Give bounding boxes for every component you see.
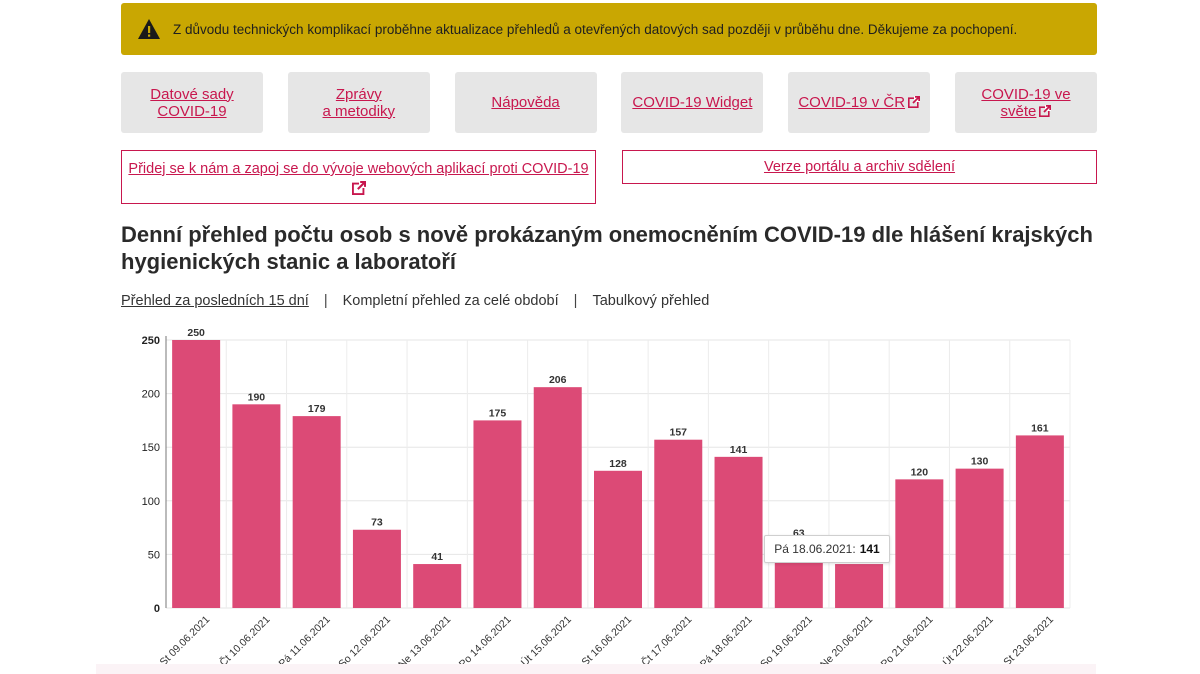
view-last-15-days[interactable]: Přehled za posledních 15 dní [121, 293, 309, 309]
bar [955, 468, 1004, 608]
y-tick-label: 150 [142, 442, 160, 454]
x-tick-label: So 12.06.2021 [336, 614, 393, 671]
bar [895, 479, 944, 608]
bar [835, 564, 884, 608]
x-tick-label: Ne 20.06.2021 [818, 614, 875, 671]
bar-value-label: 175 [489, 407, 507, 419]
y-tick-label: 200 [142, 389, 160, 401]
nav-covid-world-label-1: COVID-19 ve [981, 85, 1071, 103]
separator: | [573, 293, 578, 309]
chart-tooltip: Pá 18.06.2021: 141 [764, 535, 890, 563]
bar [352, 529, 401, 608]
x-tick-label: Út 15.06.2021 [518, 613, 574, 669]
bar-value-label: 120 [911, 466, 929, 478]
chart-bottom-band [96, 664, 1096, 674]
join-us-link[interactable]: Přidej se k nám a zapoj se do vývoje web… [121, 150, 596, 204]
page-title: Denní přehled počtu osob s nově prokázan… [121, 222, 1093, 274]
bar [473, 420, 522, 608]
nav-reports-label-2: a metodiky [322, 102, 396, 120]
x-tick-label: Po 14.06.2021 [457, 614, 514, 671]
bar [594, 470, 642, 608]
bar-value-label: 161 [1031, 422, 1049, 434]
bar-value-label: 141 [730, 444, 748, 456]
nav-covid-world[interactable]: COVID-19 ve světe [954, 72, 1097, 133]
main-nav: Datové sady COVID-19 Zprávy a metodiky Náp… [121, 72, 1097, 133]
bar-value-label: 206 [549, 374, 567, 386]
bar-value-label: 128 [609, 458, 627, 470]
tooltip-value: 141 [859, 542, 880, 556]
alert-banner: Z důvodu technických komplikací proběhne… [121, 3, 1097, 55]
bar [654, 439, 703, 608]
x-tick-label: St 16.06.2021 [579, 614, 634, 669]
warning-icon [138, 19, 160, 39]
bar [172, 340, 221, 608]
x-tick-label: Čt 10.06.2021 [217, 613, 273, 669]
external-link-icon [908, 96, 921, 108]
nav-reports-label-1: Zprávy [335, 85, 382, 103]
x-tick-label: St 09.06.2021 [158, 614, 213, 669]
archive-label: Verze portálu a archiv sdělení [763, 159, 956, 175]
external-link-icon [1039, 104, 1052, 117]
view-switcher: Přehled za posledních 15 dní | Kompletní… [121, 291, 709, 311]
view-full-period[interactable]: Kompletní přehled za celé období [342, 293, 559, 309]
x-tick-label: Út 22.06.2021 [940, 613, 996, 669]
x-tick-label: Po 21.06.2021 [879, 614, 936, 671]
bar-chart-svg: 0 50 100 150 200 250 250 St 09.06.2021 190 Čt 10.… [142, 327, 1071, 671]
bar-value-label: 63 [793, 527, 805, 539]
bar [292, 416, 341, 608]
bar [413, 564, 462, 608]
x-tick-label: Pá 11.06.2021 [277, 614, 333, 670]
separator: | [323, 293, 328, 309]
nav-datasets-label-2: COVID-19 [157, 102, 227, 120]
external-link-icon [351, 181, 366, 195]
nav-reports[interactable]: Zprávy a metodiky [287, 72, 430, 133]
bar-value-label: 190 [248, 391, 266, 403]
y-tick-label: 100 [142, 496, 160, 508]
nav-widget-label: COVID-19 Widget [632, 94, 753, 111]
nav-covid-world-label-2: světe [1000, 102, 1037, 120]
x-tick-label: Ne 13.06.2021 [396, 614, 453, 671]
bar [714, 456, 763, 608]
bar [232, 404, 281, 608]
nav-datasets-label-1: Datové sady [150, 85, 234, 103]
nav-widget[interactable]: COVID-19 Widget [621, 72, 764, 133]
bar-value-label: 130 [971, 456, 989, 468]
x-tick-label: St 23.06.2021 [1001, 614, 1056, 669]
join-us-label: Přidej se k nám a zapoj se do vývoje web… [128, 161, 589, 177]
bar-value-label: 250 [187, 327, 205, 339]
nav-help[interactable]: Nápověda [454, 72, 597, 133]
bar [533, 387, 582, 608]
y-tick-label: 50 [148, 549, 160, 561]
nav-covid-cr-label: COVID-19 v ČR [798, 94, 906, 111]
alert-text: Z důvodu technických komplikací proběhne… [173, 21, 1018, 37]
x-tick-label: Pá 18.06.2021 [698, 614, 755, 671]
x-tick-label: So 19.06.2021 [758, 614, 815, 671]
archive-link[interactable]: Verze portálu a archiv sdělení [622, 150, 1097, 184]
bar-value-label: 157 [670, 427, 688, 439]
bar-value-label: 73 [371, 517, 383, 529]
y-tick-label: 250 [142, 335, 160, 347]
nav-help-label: Nápověda [491, 94, 560, 111]
y-tick-label: 0 [154, 603, 160, 615]
daily-cases-chart: 0 50 100 150 200 250 250 St 09.06.2021 190 Čt 10.… [96, 322, 1096, 674]
nav-datasets[interactable]: Datové sady COVID-19 [121, 72, 263, 133]
nav-covid-cr[interactable]: COVID-19 v ČR [788, 72, 931, 133]
bar [1015, 435, 1064, 608]
bar-value-label: 41 [431, 551, 443, 563]
tooltip-label: Pá 18.06.2021: [774, 542, 856, 556]
view-table[interactable]: Tabulkový přehled [592, 293, 710, 309]
bar-value-label: 179 [308, 403, 326, 415]
x-tick-label: Čt 17.06.2021 [639, 613, 695, 669]
